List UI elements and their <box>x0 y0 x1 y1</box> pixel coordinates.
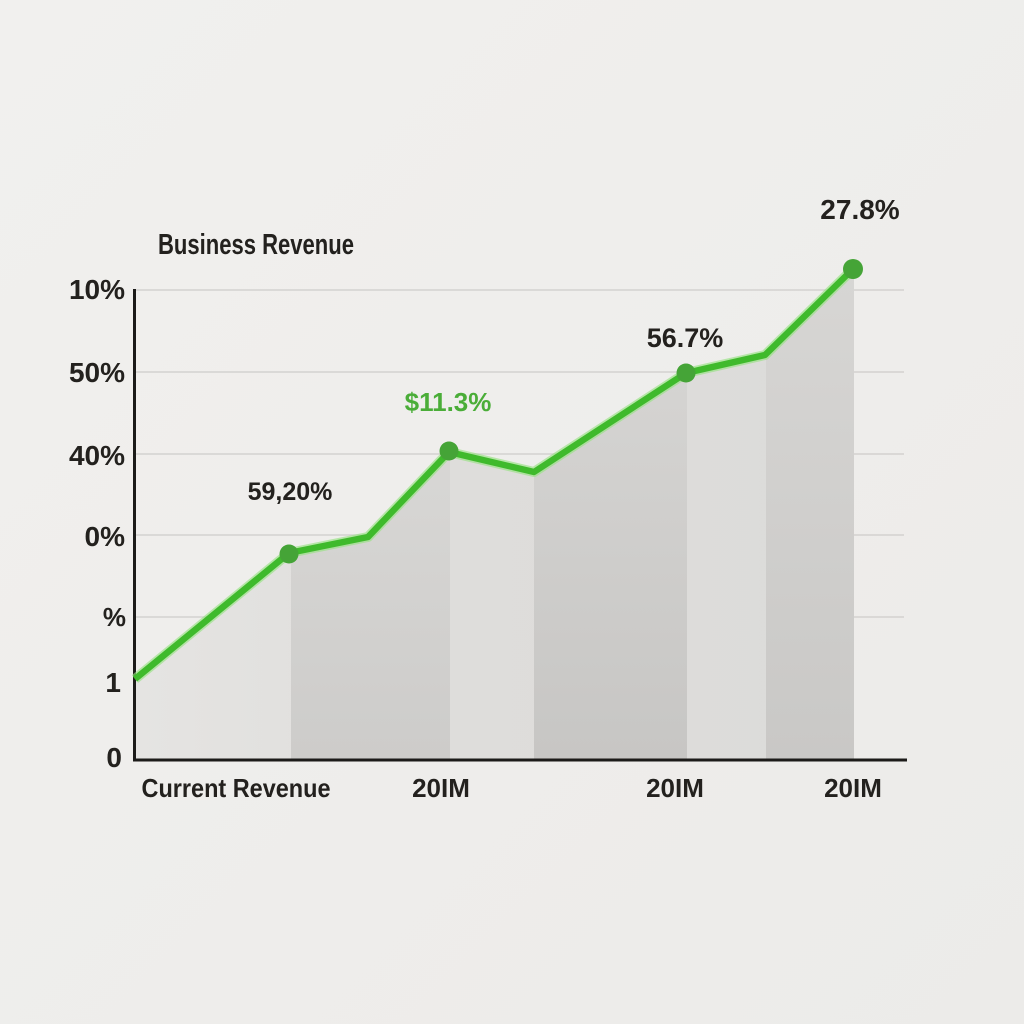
svg-text:56.7%: 56.7% <box>647 323 724 353</box>
svg-text:59,20%: 59,20% <box>248 478 333 506</box>
svg-text:Business Revenue: Business Revenue <box>158 229 354 261</box>
svg-text:%: % <box>103 602 126 632</box>
svg-text:0: 0 <box>106 742 122 773</box>
svg-text:Current Revenue: Current Revenue <box>142 773 331 803</box>
svg-text:27.8%: 27.8% <box>820 194 899 225</box>
svg-text:10%: 10% <box>69 274 125 305</box>
svg-text:20IM: 20IM <box>412 773 470 803</box>
svg-text:20IM: 20IM <box>824 773 882 803</box>
svg-text:50%: 50% <box>69 357 125 388</box>
svg-text:40%: 40% <box>69 440 125 471</box>
svg-text:$11.3%: $11.3% <box>405 387 492 417</box>
svg-text:20IM: 20IM <box>646 773 704 803</box>
svg-text:0%: 0% <box>85 521 126 552</box>
svg-text:1: 1 <box>105 667 121 698</box>
